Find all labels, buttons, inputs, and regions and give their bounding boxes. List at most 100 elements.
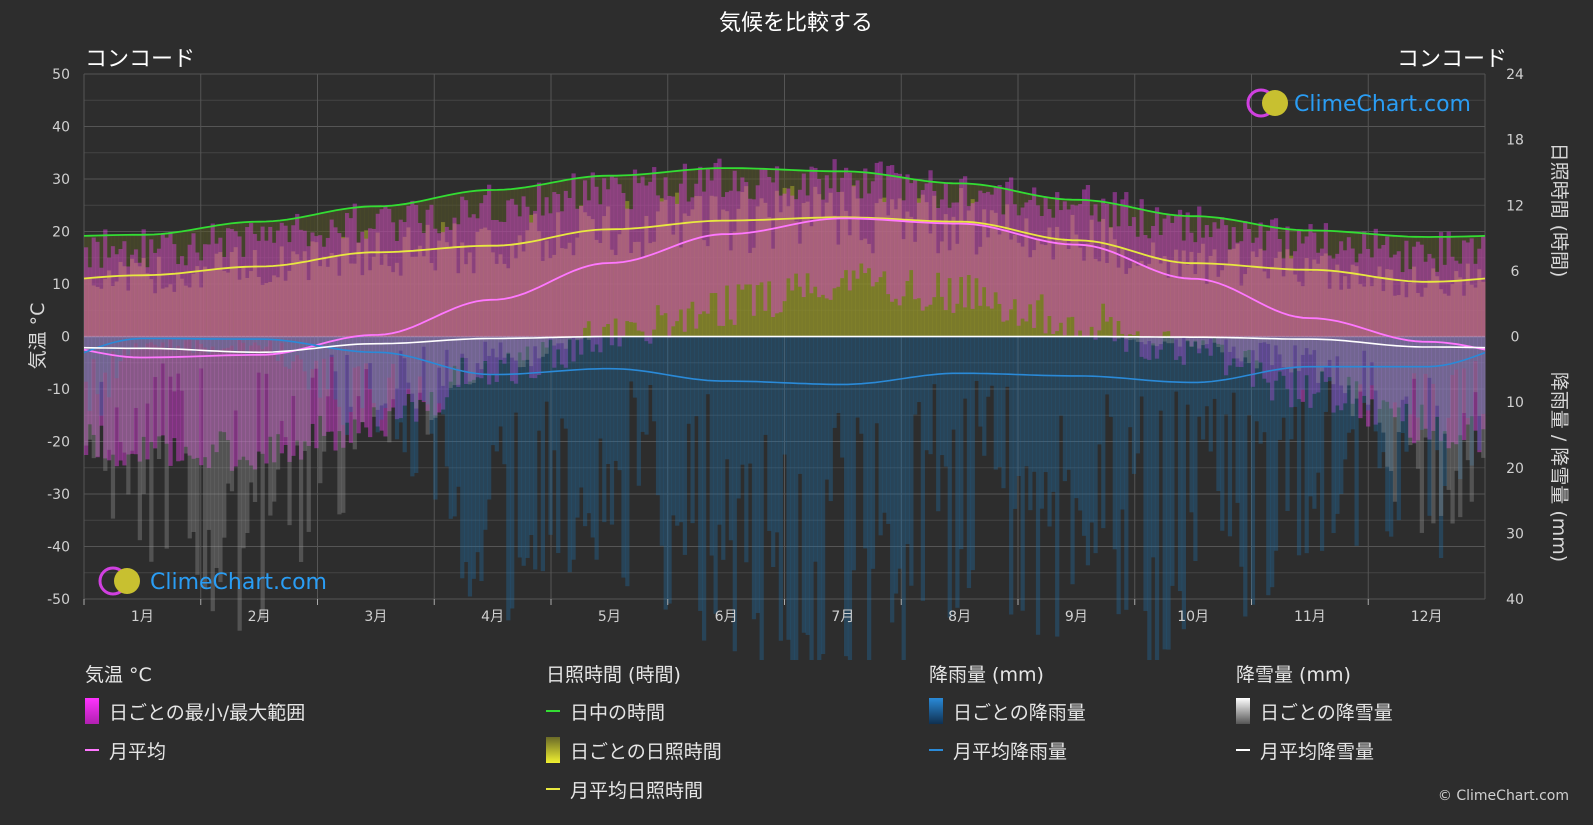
- sunshine-bar: [828, 192, 833, 337]
- rain-bar: [494, 336, 499, 452]
- legend-temp-range: 日ごとの最小/最大範囲: [85, 698, 305, 724]
- sunshine-bar: [333, 257, 338, 337]
- rain-bar: [1446, 336, 1451, 418]
- rain-bar: [479, 336, 484, 582]
- sunshine-bar: [659, 198, 664, 337]
- snow-bar: [1154, 336, 1160, 347]
- rain-bar: [594, 336, 599, 560]
- snow-bar: [1350, 336, 1355, 417]
- sunshine-bar: [502, 263, 507, 337]
- logo-sun-icon: [1262, 90, 1288, 116]
- sunshine-bar: [348, 263, 354, 337]
- sunshine-bar: [252, 250, 258, 337]
- sunshine-bar: [394, 262, 400, 337]
- chart-svg: 50 40 30 20 10 0 -10 -20 -30 -40 -50 24 18 12 6 0 10 20 30…: [27, 11, 1570, 660]
- temp-range-swatch: [85, 698, 99, 724]
- temp-range-bar: [951, 202, 956, 313]
- temp-range-bar: [1450, 256, 1455, 443]
- sunshine-bar: [836, 244, 841, 337]
- rain-bar: [671, 336, 676, 516]
- sunshine-bar: [778, 212, 783, 337]
- sunshine-bar: [732, 231, 737, 337]
- sunshine-bar: [928, 233, 933, 337]
- rain-bar: [886, 336, 891, 524]
- legend-daylight-label: 日中の時間: [570, 701, 666, 724]
- sunshine-bar: [510, 244, 515, 337]
- temp-range-bar: [387, 208, 392, 412]
- rain-bar: [421, 336, 427, 401]
- sunshine-bar: [1143, 266, 1148, 337]
- snow-bar: [141, 336, 146, 494]
- temp-range-bar: [456, 224, 461, 387]
- temp-range-bar: [678, 183, 684, 310]
- daylight-bar: [1381, 234, 1386, 337]
- temp-range-bar: [149, 239, 154, 443]
- sunshine-bar: [1154, 257, 1160, 337]
- x-month-label: 8月: [948, 609, 971, 625]
- temp-range-bar: [797, 189, 803, 287]
- rain-bar: [682, 336, 688, 555]
- temp-range-bar: [713, 162, 718, 294]
- snow-bar: [1373, 336, 1378, 391]
- rain-bar: [1185, 336, 1190, 405]
- snow-bar: [1266, 336, 1271, 344]
- temp-range-bar: [982, 193, 987, 288]
- rain-bar: [306, 336, 311, 390]
- snow-bar: [1174, 336, 1179, 340]
- sunshine-bar: [536, 231, 542, 337]
- sunshine-bar: [164, 287, 169, 337]
- rain-bar: [932, 336, 937, 385]
- sunshine-bar: [1262, 271, 1267, 337]
- rain-bar: [1385, 336, 1390, 532]
- sunshine-bar: [1158, 263, 1163, 337]
- temp-range-bar: [1327, 255, 1332, 378]
- temp-range-bar: [1454, 260, 1459, 445]
- sunshine-bar: [226, 272, 231, 337]
- rain-bar: [341, 336, 346, 425]
- y-right-top-tick-label: 6: [1511, 264, 1520, 280]
- temp-range-bar: [1223, 225, 1229, 376]
- rain-bar: [962, 336, 968, 399]
- y-left-tick-label: -30: [47, 487, 70, 503]
- rain-bar: [928, 336, 933, 455]
- rain-bar: [99, 336, 104, 416]
- temp-range-bar: [1342, 250, 1348, 404]
- rain-bar: [625, 336, 630, 587]
- snow-bar: [1300, 336, 1305, 355]
- snow-avg-line: [83, 335, 1486, 354]
- snow-bar: [521, 336, 526, 368]
- rain-bar: [690, 336, 695, 524]
- rain-bar: [989, 336, 995, 386]
- temp-range-bar: [1408, 269, 1413, 438]
- y-left-label: 気温 °C: [27, 303, 49, 370]
- snow-bar: [1212, 336, 1217, 343]
- sunshine-bar: [1223, 265, 1229, 337]
- sunshine-bar: [1147, 263, 1152, 337]
- rain-bar: [130, 336, 135, 349]
- temp-range-bar: [310, 232, 315, 424]
- temp-range-bar: [371, 228, 377, 408]
- temp-range-bar: [195, 252, 200, 458]
- temp-range-bar: [1216, 228, 1221, 344]
- temp-range-bar: [962, 176, 968, 308]
- rain-bar: [318, 336, 323, 398]
- rain-bar: [475, 336, 480, 553]
- sunshine-bar: [744, 186, 749, 337]
- daylight-line: [83, 167, 1486, 238]
- y-right-top-tick-label: 0: [1511, 330, 1520, 346]
- snow-bar: [183, 336, 189, 454]
- temp-range-bar: [345, 213, 350, 423]
- rain-bar: [525, 336, 530, 558]
- sunshine-bar: [851, 185, 856, 337]
- sunshine-bar: [962, 222, 968, 337]
- temp-range-bar: [1016, 215, 1021, 326]
- rain-bar: [1304, 336, 1309, 554]
- snow-bar: [249, 336, 254, 483]
- temp-range-bar: [1043, 197, 1048, 334]
- y-right-bottom-tick-label: 30: [1506, 526, 1524, 542]
- sunshine-bar: [1308, 271, 1313, 337]
- temp-range-bar: [1174, 215, 1179, 360]
- rain-bar: [206, 336, 212, 354]
- snow-bar: [1254, 336, 1259, 369]
- temp-range-bar: [1465, 242, 1471, 425]
